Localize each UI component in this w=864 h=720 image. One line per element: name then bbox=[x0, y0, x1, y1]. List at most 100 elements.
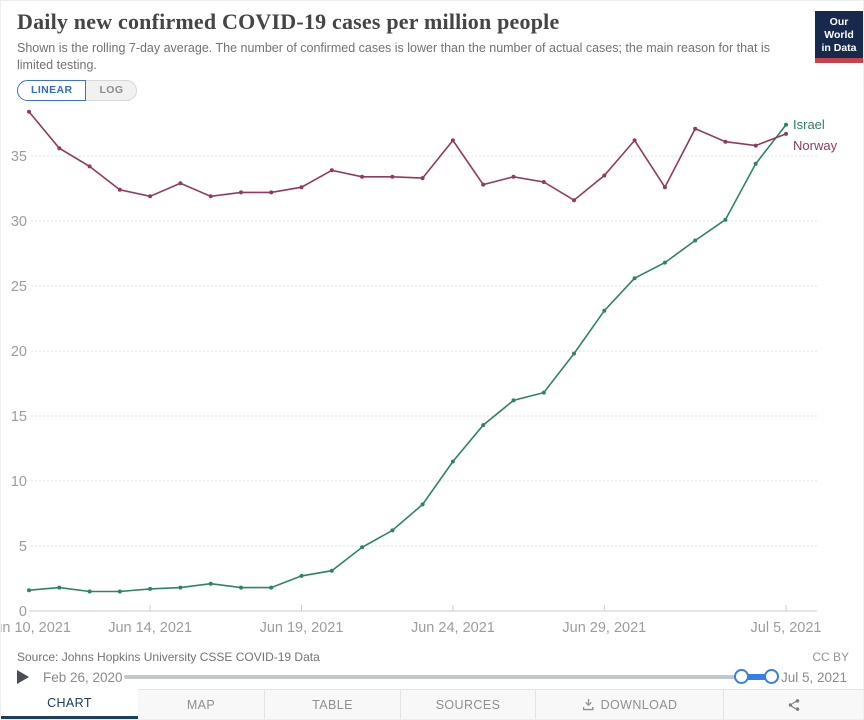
data-point-israel[interactable] bbox=[693, 238, 698, 243]
tab-sources[interactable]: SOURCES bbox=[401, 689, 536, 719]
data-point-israel[interactable] bbox=[602, 308, 607, 313]
source-row: Source: Johns Hopkins University CSSE CO… bbox=[17, 650, 849, 664]
tab-label: DOWNLOAD bbox=[600, 697, 678, 712]
slider-handle-start[interactable] bbox=[734, 669, 749, 684]
data-point-norway[interactable] bbox=[178, 181, 183, 186]
data-point-israel[interactable] bbox=[450, 459, 455, 464]
tab-chart[interactable]: CHART bbox=[1, 689, 138, 719]
timeline-start-date[interactable]: Feb 26, 2020 bbox=[43, 670, 123, 685]
data-point-israel[interactable] bbox=[481, 423, 486, 428]
data-point-norway[interactable] bbox=[662, 185, 667, 190]
chart-header: Daily new confirmed COVID-19 cases per m… bbox=[17, 9, 801, 74]
tab-download[interactable]: DOWNLOAD bbox=[536, 689, 724, 719]
data-point-israel[interactable] bbox=[178, 585, 183, 590]
data-point-norway[interactable] bbox=[602, 173, 607, 178]
data-point-israel[interactable] bbox=[269, 585, 274, 590]
series-line-israel[interactable] bbox=[28, 124, 787, 593]
license-label[interactable]: CC BY bbox=[812, 650, 849, 664]
linear-button[interactable]: LINEAR bbox=[17, 80, 87, 101]
data-point-israel[interactable] bbox=[57, 585, 62, 590]
x-tick-label: Jun 29, 2021 bbox=[562, 620, 646, 636]
data-point-israel[interactable] bbox=[511, 398, 516, 403]
data-point-norway[interactable] bbox=[753, 143, 758, 148]
chart-canvas[interactable]: 0 5 10 15 20 25 30 35 Jun 10, 2021 Jun 14, 2021 Ju… bbox=[1, 101, 864, 646]
y-tick-label: 5 bbox=[19, 539, 27, 555]
logo-line1: Our World bbox=[824, 16, 854, 42]
data-point-norway[interactable] bbox=[299, 185, 304, 190]
scale-toggle: LINEAR LOG bbox=[17, 80, 138, 101]
data-point-israel[interactable] bbox=[784, 122, 788, 127]
data-point-norway[interactable] bbox=[269, 190, 274, 195]
play-icon[interactable] bbox=[17, 670, 29, 684]
data-point-norway[interactable] bbox=[541, 180, 546, 184]
data-point-israel[interactable] bbox=[753, 161, 758, 166]
data-point-norway[interactable] bbox=[57, 146, 62, 151]
data-point-norway[interactable] bbox=[481, 182, 486, 187]
x-tick-label: Jun 19, 2021 bbox=[260, 620, 344, 636]
data-point-israel[interactable] bbox=[723, 217, 728, 222]
data-point-israel[interactable] bbox=[239, 585, 243, 590]
data-point-norway[interactable] bbox=[420, 176, 425, 181]
y-tick-label: 30 bbox=[11, 214, 27, 230]
data-point-norway[interactable] bbox=[117, 187, 122, 192]
timeline-end-date[interactable]: Jul 5, 2021 bbox=[780, 670, 847, 685]
data-point-norway[interactable] bbox=[632, 138, 637, 143]
data-point-norway[interactable] bbox=[87, 164, 92, 169]
timeline: Feb 26, 2020 Jul 5, 2021 bbox=[17, 665, 847, 691]
data-point-norway[interactable] bbox=[148, 194, 153, 199]
data-point-israel[interactable] bbox=[360, 545, 365, 550]
data-point-norway[interactable] bbox=[784, 131, 788, 136]
tab-bar: CHART MAP TABLE SOURCES DOWNLOAD bbox=[1, 689, 863, 719]
tab-table[interactable]: TABLE bbox=[265, 689, 401, 719]
y-tick-label: 10 bbox=[11, 474, 27, 490]
series-label-norway[interactable]: Norway bbox=[793, 138, 838, 153]
data-point-norway[interactable] bbox=[693, 126, 698, 131]
data-point-norway[interactable] bbox=[239, 190, 243, 195]
data-point-norway[interactable] bbox=[208, 194, 213, 199]
data-point-norway[interactable] bbox=[390, 174, 395, 179]
data-point-israel[interactable] bbox=[27, 588, 31, 593]
tab-label: SOURCES bbox=[435, 697, 501, 712]
x-tick-label: Jun 24, 2021 bbox=[411, 620, 495, 636]
data-point-israel[interactable] bbox=[148, 586, 153, 591]
owid-logo[interactable]: Our World in Data bbox=[815, 11, 863, 64]
download-icon bbox=[582, 698, 594, 711]
share-icon bbox=[788, 698, 800, 711]
series-line-norway[interactable] bbox=[28, 111, 787, 202]
data-point-israel[interactable] bbox=[390, 528, 395, 533]
x-tick-label: Jun 10, 2021 bbox=[1, 620, 71, 636]
log-button[interactable]: LOG bbox=[86, 80, 138, 101]
data-point-norway[interactable] bbox=[329, 168, 334, 173]
logo-line2: in Data bbox=[821, 42, 857, 55]
source-text[interactable]: Source: Johns Hopkins University CSSE CO… bbox=[17, 650, 320, 664]
data-point-israel[interactable] bbox=[299, 573, 304, 578]
tab-map[interactable]: MAP bbox=[138, 689, 265, 719]
y-tick-label: 0 bbox=[19, 604, 27, 620]
data-point-norway[interactable] bbox=[572, 198, 576, 203]
data-point-israel[interactable] bbox=[572, 351, 576, 356]
tab-label: TABLE bbox=[312, 697, 353, 712]
page-title: Daily new confirmed COVID-19 cases per m… bbox=[17, 9, 560, 34]
data-point-israel[interactable] bbox=[662, 260, 667, 265]
data-point-israel[interactable] bbox=[541, 390, 546, 395]
data-point-norway[interactable] bbox=[27, 109, 31, 114]
data-point-israel[interactable] bbox=[632, 276, 637, 281]
data-point-israel[interactable] bbox=[117, 589, 122, 594]
y-tick-label: 35 bbox=[11, 149, 27, 165]
data-point-israel[interactable] bbox=[208, 581, 213, 586]
data-point-norway[interactable] bbox=[360, 174, 365, 179]
slider-handle-end[interactable] bbox=[764, 669, 779, 684]
data-point-norway[interactable] bbox=[450, 138, 455, 143]
tab-share[interactable] bbox=[724, 689, 863, 719]
data-point-israel[interactable] bbox=[87, 589, 92, 594]
timeline-active-range[interactable] bbox=[741, 674, 771, 680]
timeline-slider[interactable] bbox=[124, 669, 779, 684]
data-point-norway[interactable] bbox=[511, 174, 516, 179]
y-tick-label: 15 bbox=[11, 409, 27, 425]
tab-label: CHART bbox=[47, 695, 92, 710]
data-point-israel[interactable] bbox=[420, 502, 425, 507]
data-point-israel[interactable] bbox=[329, 568, 334, 573]
series-label-israel[interactable]: Israel bbox=[793, 117, 825, 132]
data-point-norway[interactable] bbox=[723, 139, 728, 144]
tab-label: MAP bbox=[186, 697, 216, 712]
